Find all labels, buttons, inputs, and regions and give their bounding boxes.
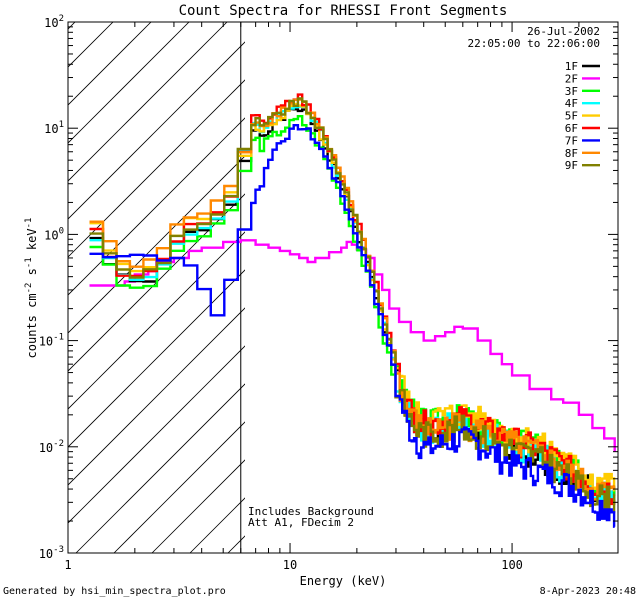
series-line-5f xyxy=(89,102,616,492)
y-label-part-3: keV xyxy=(25,228,39,257)
legend-label-9f: 9F xyxy=(565,159,578,172)
x-tick-label: 100 xyxy=(501,558,523,572)
y-tick-exponent: 0 xyxy=(59,226,64,236)
y-tick-base: 10 xyxy=(39,441,53,455)
series-line-8f xyxy=(89,98,616,501)
x-tick-labels: 1 10 100 xyxy=(64,558,523,572)
y-tick-label: 101 xyxy=(44,120,64,136)
footer-timestamp: 8-Apr-2023 20:48 xyxy=(540,586,636,597)
legend-label-7f: 7F xyxy=(565,134,578,147)
y-tick-base: 10 xyxy=(44,122,58,136)
footer-generated-by: Generated by hsi_min_spectra_plot.pro xyxy=(3,586,226,597)
y-tick-label: 100 xyxy=(44,226,64,242)
legend-label-3f: 3F xyxy=(565,85,578,98)
y-tick-base: 10 xyxy=(39,335,53,349)
x-tick-label: 10 xyxy=(283,558,297,572)
x-axis-label: Energy (keV) xyxy=(300,574,387,588)
y-tick-label: 102 xyxy=(44,14,64,30)
legend-label-4f: 4F xyxy=(565,97,578,110)
y-tick-label: 10-2 xyxy=(39,439,64,455)
time-range-label: 22:05:00 to 22:06:00 xyxy=(468,37,600,50)
axis-ticks xyxy=(67,21,619,554)
y-label-exp-2: -1 xyxy=(24,257,34,268)
y-axis-label: counts cm-2 s-1 keV-1 xyxy=(24,218,39,359)
legend-label-6f: 6F xyxy=(565,122,578,135)
annotation-background: Includes Background xyxy=(248,505,374,518)
y-tick-base: 10 xyxy=(39,547,53,561)
series-line-7f xyxy=(89,124,616,528)
annotation-attenuator: Att A1, FDecim 2 xyxy=(248,516,354,529)
y-label-part-1: counts cm xyxy=(25,293,39,358)
x-tick-label: 1 xyxy=(64,558,71,572)
y-tick-base: 10 xyxy=(44,16,58,30)
y-tick-exponent: -3 xyxy=(53,545,64,555)
y-tick-base: 10 xyxy=(44,228,58,242)
series-line-9f xyxy=(89,97,616,515)
date-label: 26-Jul-2002 xyxy=(527,25,600,38)
legend-label-8f: 8F xyxy=(565,147,578,160)
y-tick-exponent: -1 xyxy=(53,333,64,343)
y-label-exp-1: -2 xyxy=(24,283,34,294)
legend-label-2f: 2F xyxy=(565,72,578,85)
y-tick-exponent: 1 xyxy=(59,120,64,130)
plot-frame xyxy=(67,21,619,554)
y-tick-label: 10-1 xyxy=(39,333,64,349)
y-tick-exponent: 2 xyxy=(59,14,64,24)
y-label-exp-3: -1 xyxy=(24,218,34,229)
series-line-2f xyxy=(89,239,616,452)
y-tick-exponent: -2 xyxy=(53,439,64,449)
legend-label-5f: 5F xyxy=(565,110,578,123)
chart-title: Count Spectra for RHESSI Front Segments xyxy=(179,3,508,19)
y-tick-label: 10-3 xyxy=(39,545,64,561)
legend-label-1f: 1F xyxy=(565,60,578,73)
y-label-part-2: s xyxy=(25,268,39,282)
